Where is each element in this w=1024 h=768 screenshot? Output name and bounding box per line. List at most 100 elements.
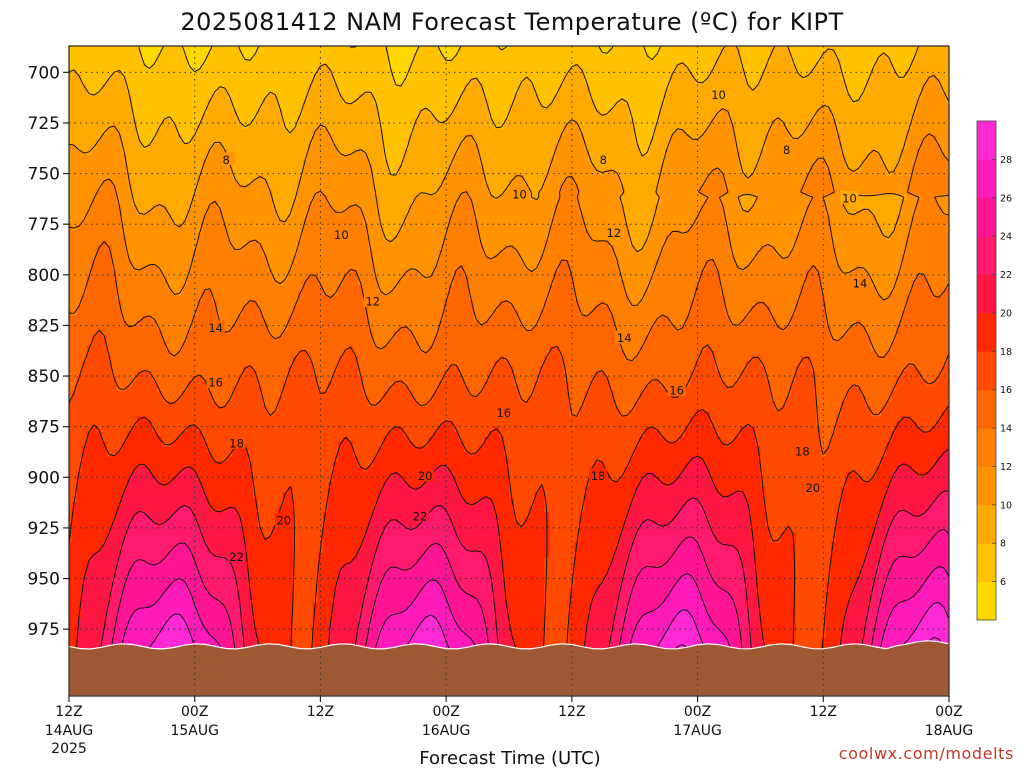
band-cell [750,638,767,644]
band-cell [292,552,319,559]
band-cell [705,461,762,468]
band-cell [333,617,359,624]
band-cell [906,250,949,256]
band-cell [458,144,480,150]
band-cell [926,134,938,140]
band-cell [594,597,621,604]
band-cell [438,260,525,266]
band-cell [755,83,847,90]
band-cell [795,245,837,251]
band-cell [101,431,128,438]
band-cell [760,607,797,614]
band-cell [157,476,173,483]
band-cell [730,320,741,327]
band-cell [333,607,364,614]
band-cell [589,607,616,614]
band-cell [448,365,460,372]
band-cell [282,119,299,125]
colorbar-segment [977,159,996,199]
band-cell [921,371,943,377]
band-cell [780,406,817,412]
band-cell [644,340,872,347]
band-cell [498,627,510,634]
band-cell [317,597,334,604]
band-cell [378,194,415,201]
band-cell [639,345,706,352]
band-cell [91,426,98,433]
band-cell [91,335,108,342]
band-cell [333,466,364,473]
band-cell [544,486,586,493]
band-cell [750,633,762,639]
band-cell [659,164,741,171]
band-cell [192,255,269,261]
band-cell [388,386,410,392]
band-cell [76,471,133,478]
band-cell [302,98,344,105]
band-cell [594,305,611,312]
band-cell [574,119,636,125]
band-cell [519,88,535,95]
band-cell [292,486,329,493]
band-cell [126,386,158,392]
band-cell [745,174,751,181]
band-cell [579,129,636,135]
band-cell [745,68,767,75]
band-cell [624,280,651,286]
band-cell [740,643,751,649]
band-cell [659,250,731,256]
band-cell [106,537,123,543]
band-cell [69,330,98,337]
band-cell [649,280,701,286]
band-cell [338,365,359,372]
band-cell [871,340,892,347]
band-cell [649,330,832,337]
band-cell [338,572,369,579]
band-cell [242,627,259,634]
band-cell [554,149,591,155]
band-cell [177,436,203,443]
band-cell [252,602,294,609]
band-cell [584,139,636,145]
band-cell [403,275,425,281]
band-cell [544,562,575,569]
band-cell [338,88,465,95]
band-cell [242,602,254,609]
band-cell [715,486,767,493]
band-cell [720,376,741,382]
band-cell [101,83,128,90]
band-cell [157,325,193,332]
credit-link[interactable]: coolwx.com/modelts [839,744,1014,763]
colorbar-segment [977,581,996,621]
band-cell [292,597,319,604]
band-cell [146,144,213,150]
band-cell [539,320,616,327]
band-cell [116,512,138,518]
band-cell [835,255,902,261]
band-cell [614,255,661,261]
band-cell [307,83,339,90]
band-cell [187,280,279,286]
band-cell [162,335,188,342]
band-cell [443,300,475,307]
contour-label: 16 [496,406,511,420]
band-cell [649,275,701,281]
band-cell [805,275,822,281]
band-cell [493,612,510,619]
band-cell [524,265,540,271]
band-cell [69,159,128,166]
band-cell [358,547,379,553]
band-cell [549,512,580,518]
band-cell [921,426,932,433]
band-cell [584,496,636,503]
band-cell [624,204,656,211]
band-cell [534,381,570,387]
band-cell [629,411,696,417]
band-cell [257,522,279,528]
band-cell [106,607,118,614]
band-cell [312,199,329,206]
band-cell [483,386,520,392]
band-cell [901,159,917,166]
band-cell [936,199,949,206]
band-cell [131,517,153,523]
